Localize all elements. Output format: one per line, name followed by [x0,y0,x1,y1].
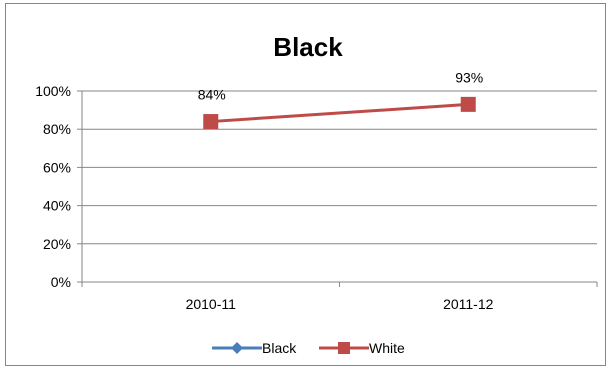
y-tick-label: 60% [43,159,71,175]
data-label: 93% [455,69,483,85]
data-point [203,114,219,130]
legend-square-marker-icon [338,342,350,354]
legend: Black White [212,340,405,356]
axes [77,90,598,287]
legend-label: Black [262,340,297,356]
chart-frame [5,3,606,366]
legend-label: White [369,340,405,356]
data-label: 84% [198,87,226,103]
y-tick-label: 0% [51,274,71,290]
x-tick-label: 2010-11 [186,296,237,312]
y-tick-label: 100% [35,83,71,99]
gridlines [82,90,597,245]
y-tick-labels: 0% 20% 40% 60% 80% 100% [35,83,71,290]
data-point [460,96,476,112]
y-tick-label: 20% [43,236,71,252]
series-line-white [210,102,469,124]
y-tick-label: 40% [43,198,71,214]
chart-title: Black [273,32,343,62]
y-tick-label: 80% [43,121,71,137]
series-group [203,96,476,130]
legend-diamond-marker-icon [231,342,243,354]
x-tick-label: 2011-12 [443,296,494,312]
data-labels: 84% 93% [198,69,484,102]
x-tick-labels: 2010-11 2011-12 [186,296,494,312]
